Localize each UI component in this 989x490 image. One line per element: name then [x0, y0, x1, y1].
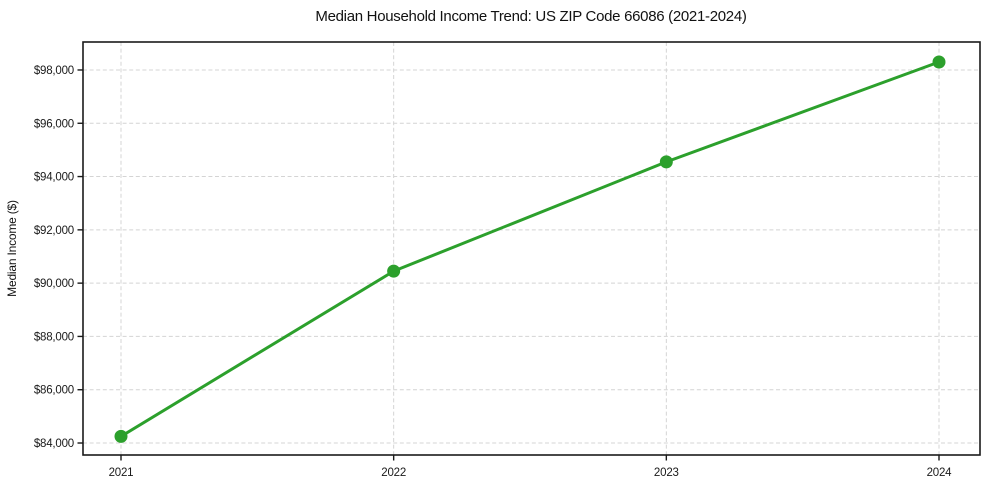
y-tick-label: $98,000 — [34, 65, 74, 77]
data-point-2024 — [932, 55, 946, 69]
data-point-2023 — [659, 155, 673, 169]
chart-title: Median Household Income Trend: US ZIP Co… — [315, 8, 746, 25]
y-tick-label: $88,000 — [34, 331, 74, 343]
x-tick-label: 2024 — [927, 467, 953, 479]
x-tick-label: 2021 — [109, 467, 134, 479]
plot-border — [82, 41, 981, 456]
data-point-2021 — [114, 429, 128, 443]
x-tick-label: 2022 — [381, 467, 406, 479]
y-tick-label: $84,000 — [34, 438, 74, 450]
y-axis-label: Median Income ($) — [5, 200, 19, 297]
y-tick-label: $90,000 — [34, 278, 74, 290]
y-tick-label: $92,000 — [34, 225, 74, 237]
x-tick-label: 2023 — [654, 467, 679, 479]
y-tick-label: $94,000 — [34, 172, 74, 184]
plot-area: $84,000 $86,000 $88,000 $90,000 $92,000 $94,0… — [34, 41, 981, 479]
trend-line — [119, 60, 941, 438]
y-tick-label: $96,000 — [34, 118, 74, 130]
y-tick-label: $86,000 — [34, 385, 74, 397]
data-point-2022 — [387, 264, 401, 278]
